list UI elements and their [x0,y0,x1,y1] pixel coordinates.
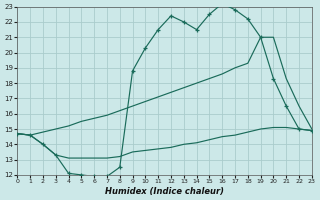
X-axis label: Humidex (Indice chaleur): Humidex (Indice chaleur) [105,187,224,196]
